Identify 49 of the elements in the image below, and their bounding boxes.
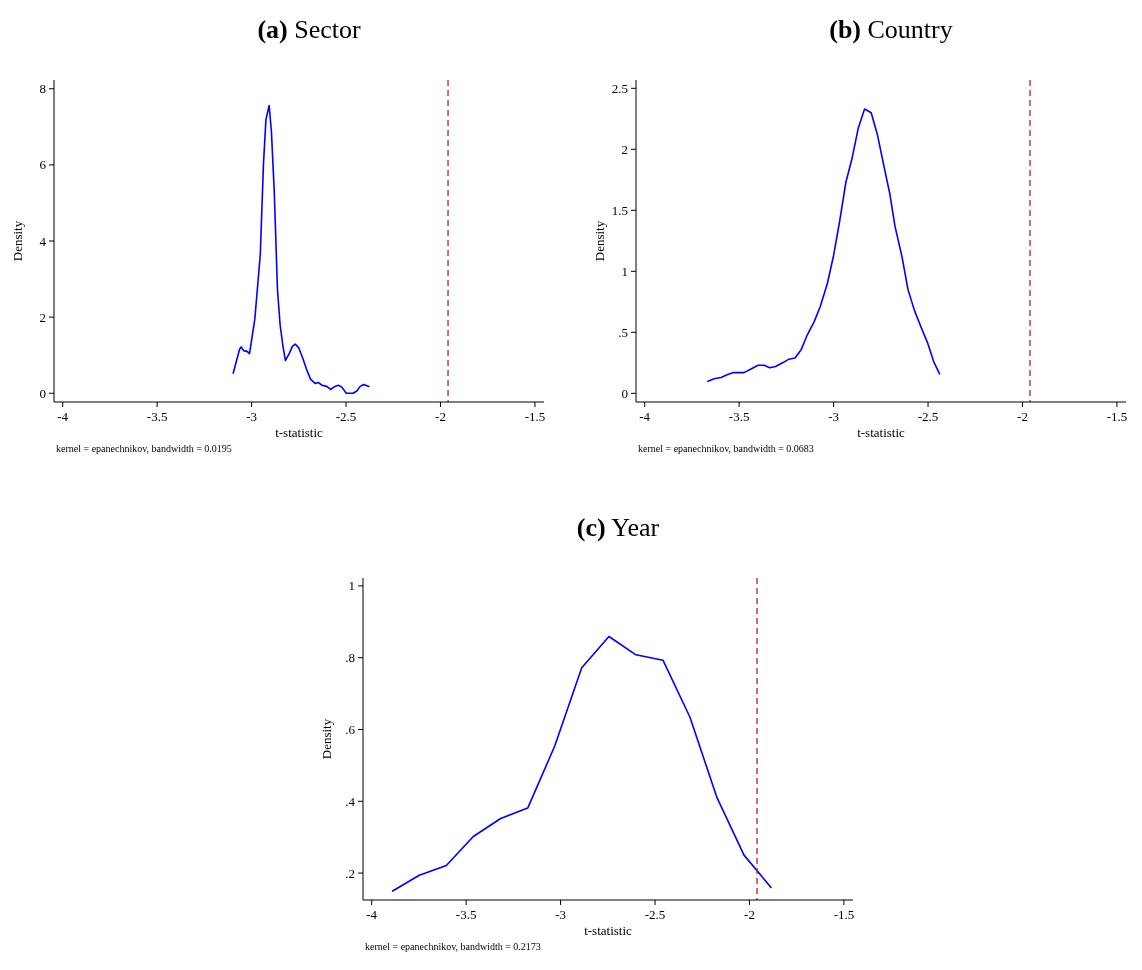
y-tick-label: 2: [621, 141, 628, 157]
line-series: [391, 635, 772, 892]
y-axis-title: Density: [319, 718, 334, 760]
y-tick-label: 0: [621, 385, 628, 401]
y-tick-label: 6: [39, 157, 47, 173]
x-tick-label: -2.5: [917, 409, 939, 424]
x-tick-label: -2.5: [335, 409, 357, 424]
x-axis-title: t-statistic: [275, 425, 324, 440]
y-tick-label: 2: [39, 309, 46, 325]
y-tick-label: .5: [618, 324, 628, 340]
x-tick-label: -2: [435, 409, 446, 424]
text: kernel = epanechnikov, bandwidth = 0.0195: [56, 443, 232, 454]
text: kernel = epanechnikov, bandwidth = 0.2173: [365, 941, 541, 952]
x-tick-label: -4: [57, 409, 69, 424]
y-tick-label: 1.5: [611, 202, 628, 218]
y-tick-label: 1: [348, 578, 355, 594]
y-axis-title: Density: [10, 220, 25, 262]
x-tick-label: -3.5: [728, 409, 750, 424]
line-series: [232, 104, 370, 395]
x-tick-label: -1.5: [833, 907, 855, 922]
x-tick-label: -4: [366, 907, 378, 922]
chart-title: (c) Year: [576, 513, 660, 542]
x-tick-label: -3: [555, 907, 567, 922]
x-tick-label: -2.5: [644, 907, 666, 922]
y-axis-title: Density: [592, 220, 607, 262]
line-series: [707, 108, 941, 382]
x-tick-label: -2: [744, 907, 755, 922]
y-tick-label: 2.5: [611, 80, 628, 96]
x-tick-label: -1.5: [1106, 409, 1128, 424]
x-axis-title: t-statistic: [584, 923, 633, 938]
y-tick-label: .4: [345, 793, 356, 809]
x-axis-title: t-statistic: [857, 425, 906, 440]
y-tick-label: 0: [39, 385, 46, 401]
x-tick-label: -3: [246, 409, 258, 424]
x-tick-label: -3.5: [146, 409, 168, 424]
y-tick-label: .6: [345, 722, 356, 738]
x-tick-label: -1.5: [524, 409, 546, 424]
x-tick-label: -3: [828, 409, 840, 424]
text: kernel = epanechnikov, bandwidth = 0.0683: [638, 443, 814, 454]
y-tick-label: .8: [345, 650, 355, 666]
y-tick-label: 4: [39, 233, 47, 249]
x-tick-label: -4: [639, 409, 651, 424]
chart-title: (b) Country: [829, 15, 953, 44]
x-tick-label: -3.5: [455, 907, 477, 922]
y-tick-label: 1: [621, 263, 628, 279]
y-tick-label: .2: [345, 865, 355, 881]
chart-title: (a) Sector: [257, 15, 361, 44]
x-tick-label: -2: [1017, 409, 1028, 424]
y-tick-label: 8: [39, 81, 46, 97]
